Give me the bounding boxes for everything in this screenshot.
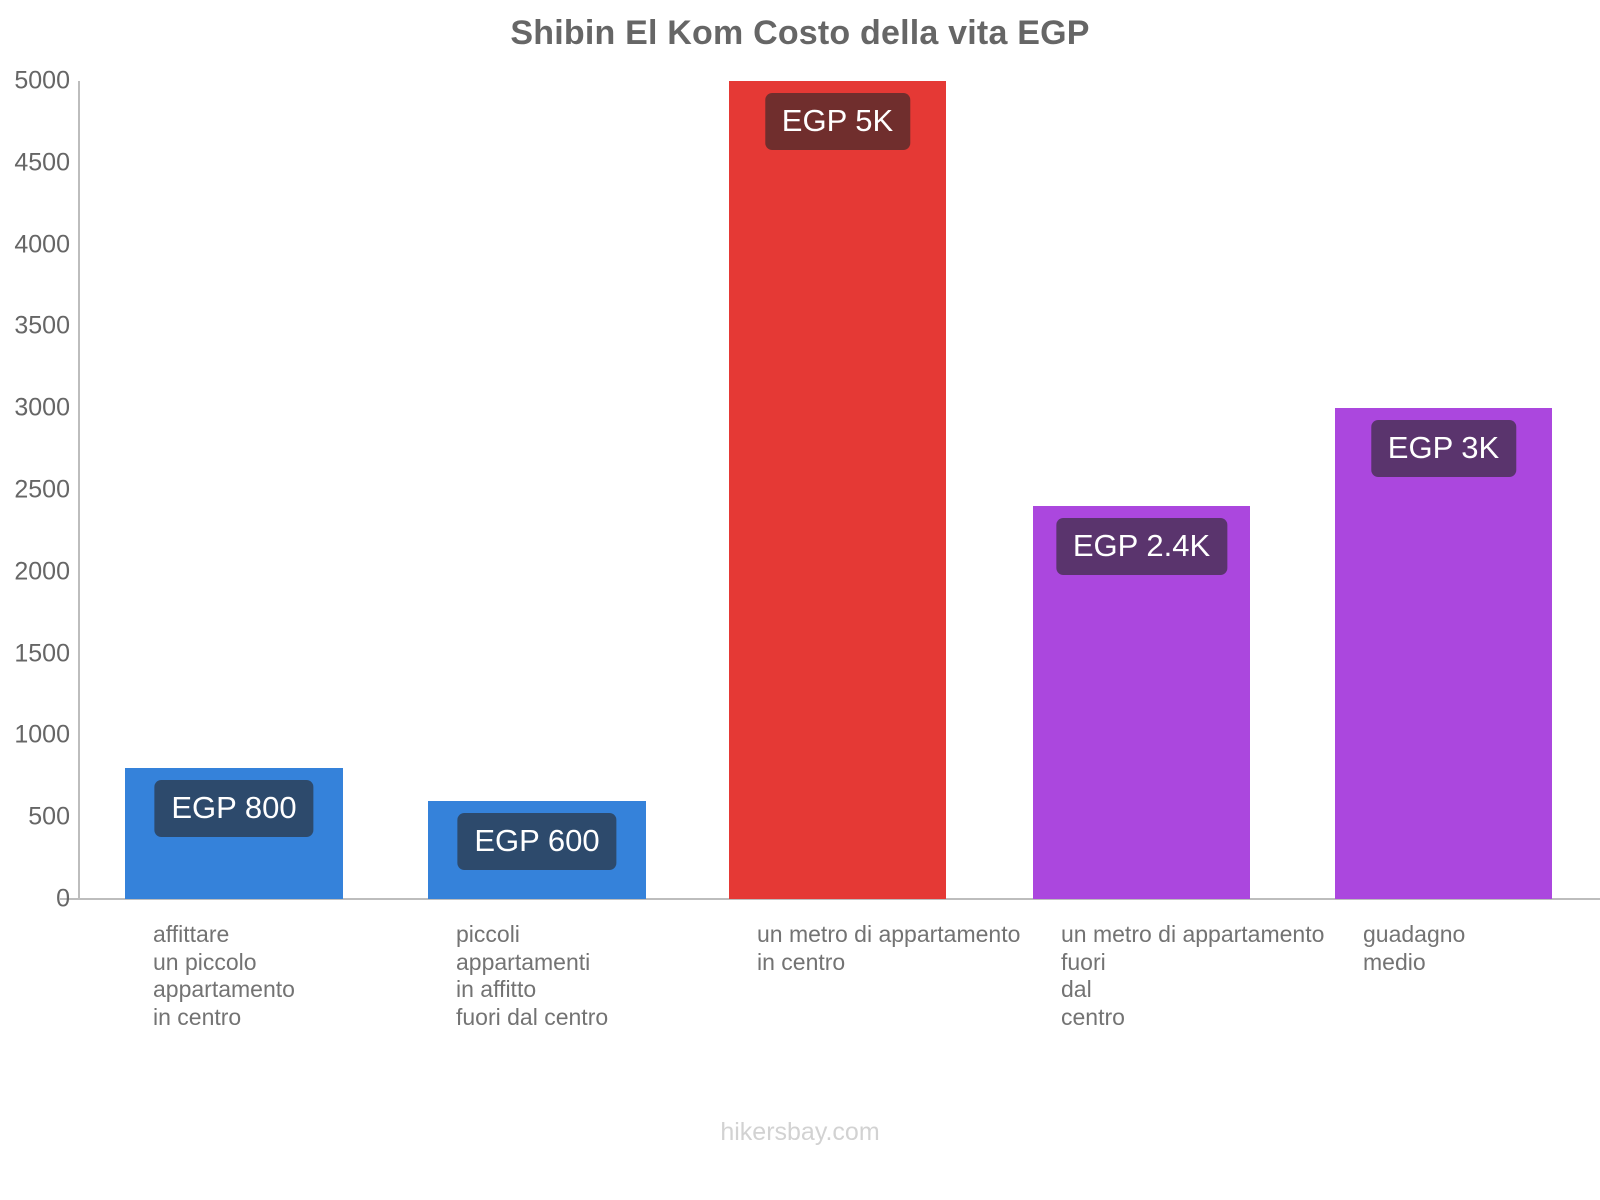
bar[interactable] [1335, 408, 1552, 899]
y-axis-line [78, 81, 80, 899]
bar[interactable] [729, 81, 946, 899]
y-tick-label: 2000 [14, 557, 70, 586]
y-tick-label: 5000 [14, 66, 70, 95]
y-tick-label: 3500 [14, 311, 70, 340]
category-label: piccoli appartamenti in affitto fuori da… [456, 921, 609, 1030]
category-label: un metro di appartamento fuori dal centr… [1061, 921, 1325, 1030]
y-tick-label: 4500 [14, 148, 70, 177]
category-label: guadagno medio [1363, 921, 1466, 975]
y-tick-label: 2500 [14, 475, 70, 504]
bar-value-label: EGP 5K [764, 93, 911, 150]
y-tick-label: 3000 [14, 393, 70, 422]
category-label: affittare un piccolo appartamento in cen… [153, 921, 295, 1030]
bar-value-label: EGP 2.4K [1055, 518, 1228, 576]
y-tick-label: 4000 [14, 230, 70, 259]
y-tick-label: 1000 [14, 720, 70, 749]
y-tick-label: 1500 [14, 639, 70, 668]
bar-value-label: EGP 600 [457, 812, 617, 870]
bar-value-label: EGP 3K [1370, 420, 1517, 478]
y-tick-label: 500 [28, 802, 70, 831]
x-axis-line [60, 898, 1600, 900]
chart-title: Shibin El Kom Costo della vita EGP [510, 14, 1090, 52]
bar-value-label: EGP 800 [154, 780, 314, 838]
y-tick-label: 0 [56, 884, 70, 913]
footer-attribution: hikersbay.com [720, 1118, 880, 1146]
category-label: un metro di appartamento in centro [757, 921, 1021, 975]
